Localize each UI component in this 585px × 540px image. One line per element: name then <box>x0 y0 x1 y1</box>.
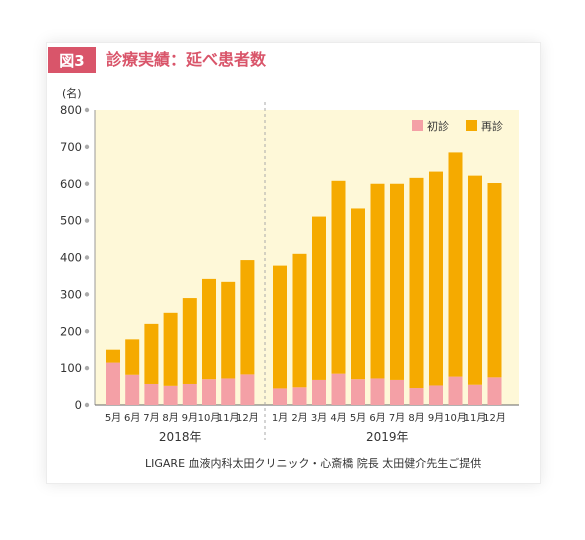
legend-label: 再診 <box>481 119 503 133</box>
y-axis: (名) 0 100 200 300 400 500 600 700 800 <box>60 86 519 440</box>
x-tick-label: 7月 <box>389 412 405 424</box>
x-tick-label: 4月 <box>330 412 346 424</box>
bar-revisit <box>163 312 178 386</box>
bar-first-visit <box>292 387 307 405</box>
bar-first-visit <box>429 385 443 405</box>
figure-title: 診療実績：延べ患者数 <box>106 50 267 69</box>
y-tick-dot <box>84 365 90 371</box>
bar-revisit <box>487 183 502 378</box>
y-tick-label: 100 <box>60 361 82 375</box>
bar-first-visit <box>468 384 482 405</box>
bar-revisit <box>125 339 140 375</box>
bar-revisit <box>240 260 255 375</box>
bar-revisit <box>331 180 346 374</box>
y-tick-dot <box>84 107 90 113</box>
y-tick-dot <box>84 402 90 408</box>
x-tick-label: 10月 <box>444 412 467 424</box>
legend-swatch <box>412 120 423 131</box>
bar-revisit <box>390 183 404 380</box>
x-tick-label: 9月 <box>428 412 444 424</box>
bar-first-visit <box>409 388 424 405</box>
bar-first-visit <box>487 377 502 405</box>
bar-first-visit <box>351 379 365 405</box>
bar-first-visit <box>221 378 236 405</box>
x-tick-label: 3月 <box>311 412 327 424</box>
bar-first-visit <box>144 383 159 405</box>
x-tick-label: 7月 <box>143 412 159 424</box>
bar-first-visit <box>202 379 216 405</box>
y-tick-dot <box>84 218 90 223</box>
bar-first-visit <box>106 362 120 405</box>
x-tick-label: 5月 <box>350 412 366 424</box>
bar-revisit <box>144 323 159 384</box>
y-tick-dot <box>84 292 90 297</box>
bar-revisit <box>106 349 120 363</box>
y-axis-unit: (名) <box>62 86 82 100</box>
year-group-label: 2018年 <box>159 430 202 444</box>
bar-revisit <box>429 171 443 386</box>
bar-revisit <box>221 281 236 379</box>
y-tick-label: 300 <box>60 287 82 301</box>
x-tick-label: 10月 <box>198 412 221 424</box>
x-tick-label: 5月 <box>105 412 121 424</box>
bar-revisit <box>292 253 307 388</box>
x-tick-label: 1月 <box>272 412 288 424</box>
x-tick-label: 11月 <box>464 412 487 424</box>
x-tick-label: 2月 <box>291 412 307 424</box>
bar-revisit <box>202 278 216 380</box>
y-tick-dot <box>84 255 90 260</box>
bar-first-visit <box>312 379 326 405</box>
bars <box>106 152 502 405</box>
x-tick-label: 12月 <box>483 412 506 424</box>
x-tick-label: 9月 <box>182 412 198 424</box>
legend-swatch <box>466 120 477 131</box>
source-credit: LIGARE 血液内科太田クリニック・心斎橋 院長 太田健介先生ご提供 <box>145 457 482 470</box>
bar-revisit <box>182 298 197 384</box>
bar-revisit <box>273 265 287 389</box>
x-tick-label: 6月 <box>124 412 140 424</box>
y-tick-label: 0 <box>75 398 82 412</box>
bar-revisit <box>448 152 463 377</box>
figure-number-tag: 図3 <box>48 47 96 73</box>
bar-first-visit <box>370 378 385 405</box>
y-tick-dot <box>84 144 90 150</box>
y-tick-label: 600 <box>60 177 82 191</box>
bar-revisit <box>409 177 424 389</box>
bar-first-visit <box>182 383 197 405</box>
bar-revisit <box>370 183 385 379</box>
y-tick-label: 700 <box>60 140 82 154</box>
legend-label: 初診 <box>427 119 449 133</box>
bar-first-visit <box>240 374 255 405</box>
bar-first-visit <box>448 376 463 405</box>
year-group-label: 2019年 <box>366 430 409 444</box>
bar-first-visit <box>163 385 178 405</box>
y-tick-label: 200 <box>60 324 82 338</box>
x-tick-label: 12月 <box>236 412 259 424</box>
y-tick-dot <box>84 181 90 186</box>
x-tick-label: 8月 <box>408 412 424 424</box>
x-tick-label: 11月 <box>217 412 240 424</box>
legend: 初診 再診 <box>412 119 503 133</box>
bar-first-visit <box>125 374 140 405</box>
y-tick-label: 500 <box>60 214 82 228</box>
y-tick-label: 400 <box>60 251 82 265</box>
bar-revisit <box>351 208 365 380</box>
bar-revisit <box>468 175 482 385</box>
x-tick-label: 8月 <box>162 412 178 424</box>
y-tick-dot <box>84 329 90 334</box>
x-tick-label: 6月 <box>369 412 385 424</box>
y-tick-label: 800 <box>60 103 82 117</box>
bar-first-visit <box>390 379 404 405</box>
bar-revisit <box>312 216 326 380</box>
bar-first-visit <box>331 373 346 405</box>
bar-first-visit <box>273 388 287 405</box>
